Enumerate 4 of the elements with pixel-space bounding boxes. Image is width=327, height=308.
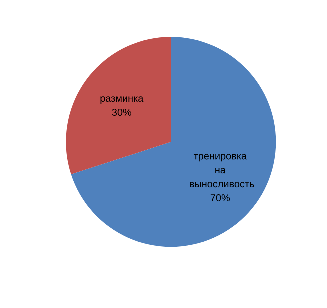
data-label: 30% xyxy=(112,108,132,116)
slice-label: тренировка на выносливость xyxy=(190,154,254,188)
data-label: 70% xyxy=(210,194,230,202)
slice-label: разминка xyxy=(100,96,144,104)
